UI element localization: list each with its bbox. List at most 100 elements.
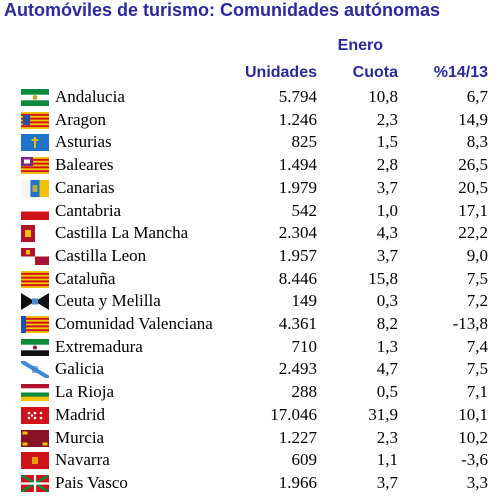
units-value: 609 — [291, 450, 318, 470]
change-value: 10,1 — [458, 404, 488, 424]
change-value: 7,1 — [466, 382, 488, 402]
region-name: Murcia — [55, 427, 105, 447]
table-row: Navarra 609 1,1 -3,6 — [0, 449, 503, 471]
units-value: 1.957 — [278, 245, 317, 265]
table-row: Murcia 1.227 2,3 10,2 — [0, 427, 503, 449]
share-value: 2,8 — [376, 155, 398, 175]
region-name: Aragon — [55, 109, 106, 129]
share-value: 0,3 — [376, 291, 398, 311]
table-row: Galicia 2.493 4,7 7,5 — [0, 358, 503, 380]
table-row: Castilla La Mancha 2.304 4,3 22,2 — [0, 222, 503, 244]
region-name: Comunidad Valenciana — [55, 314, 213, 333]
share-column-header: Cuota — [352, 64, 398, 81]
units-value: 149 — [291, 291, 318, 311]
change-value: 22,2 — [458, 223, 488, 243]
share-value: 15,8 — [368, 268, 398, 288]
region-name: Castilla Leon — [55, 245, 147, 265]
units-value: 1.246 — [278, 109, 317, 129]
region-name: Andalucia — [55, 87, 125, 106]
units-value: 710 — [291, 336, 318, 356]
region-name: Cataluña — [55, 268, 116, 288]
units-value: 2.493 — [278, 359, 317, 379]
units-value: 1.979 — [278, 177, 317, 197]
table-row: Madrid 17.046 31,9 10,1 — [0, 404, 503, 426]
region-name: Asturias — [55, 132, 112, 152]
flag-castilla-leon-icon — [21, 247, 49, 265]
table-row: Ceuta y Melilla 149 0,3 7,2 — [0, 290, 503, 312]
region-name: Madrid — [55, 404, 106, 424]
units-value: 542 — [291, 200, 318, 220]
units-value: 2.304 — [278, 223, 317, 243]
table-row: Comunidad Valenciana 4.361 8,2 -13,8 — [0, 313, 503, 335]
units-value: 288 — [291, 382, 318, 402]
flag-aragon-icon — [21, 111, 49, 129]
region-name: Pais Vasco — [55, 472, 128, 492]
change-value: 7,5 — [466, 359, 488, 379]
change-value: 14,9 — [458, 109, 488, 129]
units-column-header: Unidades — [244, 64, 317, 81]
share-value: 8,2 — [376, 314, 398, 333]
table-row: Cataluña 8.446 15,8 7,5 — [0, 268, 503, 290]
share-value: 0,5 — [376, 382, 398, 402]
region-name: Canarias — [55, 177, 115, 197]
share-value: 3,7 — [376, 245, 398, 265]
region-name: Navarra — [55, 450, 110, 470]
units-value: 4.361 — [278, 314, 317, 333]
region-name: Ceuta y Melilla — [55, 291, 161, 311]
table-row: La Rioja 288 0,5 7,1 — [0, 381, 503, 403]
table-row: Aragon 1.246 2,3 14,9 — [0, 109, 503, 131]
flag-galicia-icon — [21, 361, 49, 379]
region-name: Galicia — [55, 359, 105, 379]
flag-cataluna-icon — [21, 270, 49, 288]
share-value: 3,7 — [376, 177, 398, 197]
flag-castilla-la-mancha-icon — [21, 225, 49, 243]
flag-canarias-icon — [21, 179, 49, 197]
flag-la-rioja-icon — [21, 384, 49, 402]
table-row: Pais Vasco 1.966 3,7 3,3 — [0, 472, 503, 494]
region-name: Cantabria — [55, 200, 122, 220]
share-value: 4,3 — [376, 223, 398, 243]
table-row: Andalucia 5.794 10,8 6,7 — [0, 86, 503, 108]
table-row: Asturias 825 1,5 8,3 — [0, 131, 503, 153]
units-value: 1.227 — [278, 427, 317, 447]
share-value: 3,7 — [376, 472, 398, 492]
table-row: Canarias 1.979 3,7 20,5 — [0, 177, 503, 199]
flag-baleares-icon — [21, 157, 49, 175]
flag-andalucia-icon — [21, 89, 49, 106]
flag-ceuta-melilla-icon — [21, 293, 49, 311]
share-value: 10,8 — [368, 87, 398, 106]
share-value: 4,7 — [376, 359, 398, 379]
flag-navarra-icon — [21, 452, 49, 470]
region-name: Baleares — [55, 155, 114, 175]
flag-murcia-icon — [21, 429, 49, 447]
region-name: Castilla La Mancha — [55, 223, 189, 243]
share-value: 2,3 — [376, 109, 398, 129]
share-value: 1,3 — [376, 336, 398, 356]
flag-valenciana-icon — [21, 316, 49, 333]
units-value: 8.446 — [278, 268, 317, 288]
share-value: 2,3 — [376, 427, 398, 447]
table-row: Baleares 1.494 2,8 26,5 — [0, 154, 503, 176]
change-value: 17,1 — [458, 200, 488, 220]
period-header: Enero — [337, 37, 383, 54]
change-value: 6,7 — [466, 87, 488, 106]
share-value: 1,1 — [376, 450, 398, 470]
share-value: 1,5 — [376, 132, 398, 152]
change-value: 3,3 — [466, 472, 488, 492]
units-value: 1.966 — [278, 472, 317, 492]
flag-extremadura-icon — [21, 338, 49, 356]
region-name: La Rioja — [55, 382, 115, 402]
change-value: 26,5 — [458, 155, 488, 175]
change-value: 8,3 — [466, 132, 488, 152]
units-value: 5.794 — [278, 87, 317, 106]
table-title: Automóviles de turismo: Comunidades autó… — [4, 0, 441, 20]
table-row: Cantabria 542 1,0 17,1 — [0, 200, 503, 222]
change-value: 20,5 — [458, 177, 488, 197]
change-value: 7,4 — [466, 336, 488, 356]
flag-cantabria-icon — [21, 202, 49, 220]
change-value: -3,6 — [461, 450, 488, 470]
flag-asturias-icon — [21, 134, 49, 152]
units-value: 1.494 — [278, 155, 317, 175]
change-value: 9,0 — [466, 245, 488, 265]
flag-madrid-icon — [21, 406, 49, 424]
